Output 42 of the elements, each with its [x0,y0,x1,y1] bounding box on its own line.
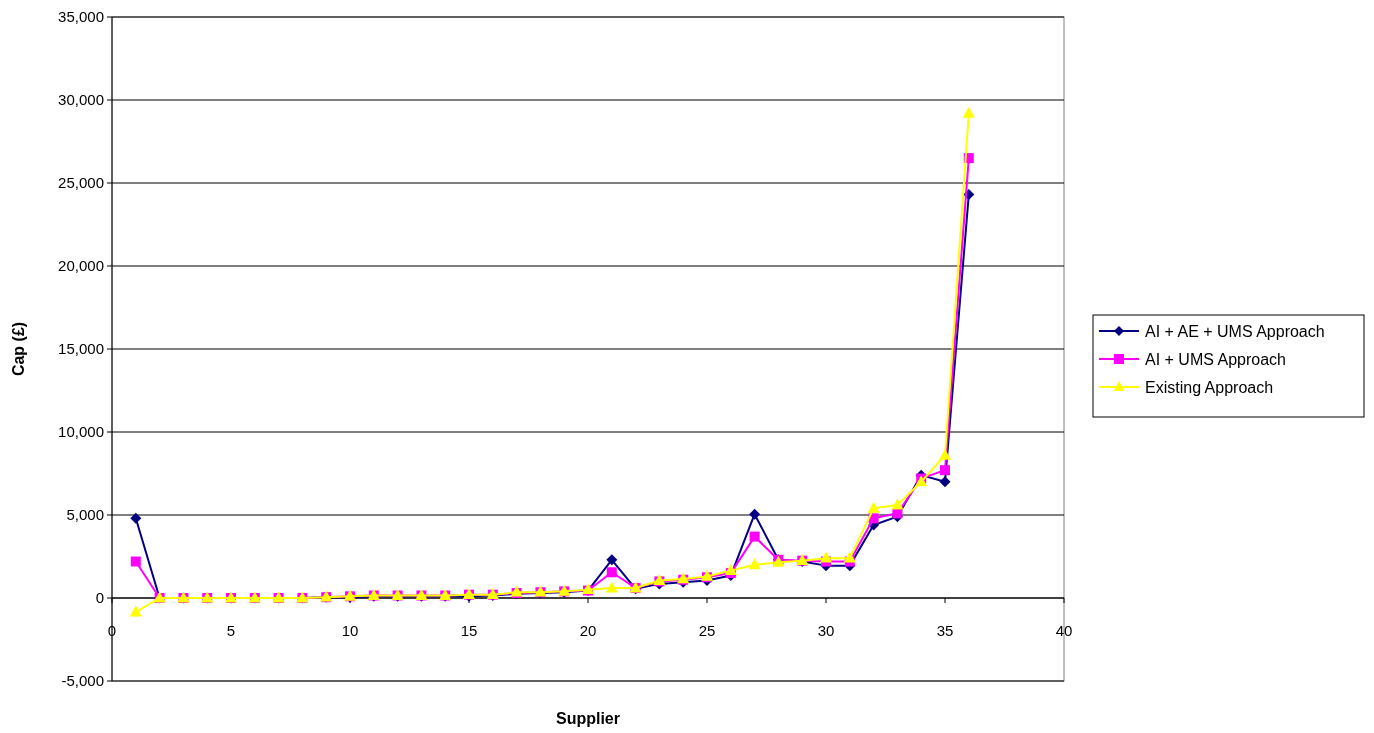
point [940,465,950,476]
x-tick-label: 15 [460,622,478,639]
x-tick-label: 20 [579,622,597,639]
point [606,554,618,566]
point [868,513,879,524]
point [749,508,761,520]
x-axis-title: Supplier [555,710,621,727]
y-tick-label: 35,000 [58,8,104,26]
y-tick-label: 20,000 [58,257,104,275]
x-tick-label: 10 [341,622,359,639]
point [129,605,142,617]
y-tick-label: 5,000 [66,506,104,524]
y-tick-label: 25,000 [58,174,104,192]
point [605,581,618,593]
x-tick-label: 35 [936,622,954,639]
y-axis-title: Cap (£) [10,321,27,377]
point [843,551,856,563]
y-tick-label: 0 [95,589,104,607]
legend-label: Existing Approach [1145,378,1274,396]
point [938,448,952,460]
point [867,501,880,513]
point [130,512,142,524]
x-tick-label: 5 [226,622,236,639]
point [724,564,737,576]
point [892,508,903,519]
point [939,476,951,488]
x-tick-label: 25 [698,622,716,639]
y-tick-label: -5,000 [61,672,104,690]
point [606,567,617,578]
point [130,556,141,567]
point [891,498,904,510]
point [962,106,975,118]
point [749,531,760,542]
y-tick-label: 30,000 [58,91,104,109]
x-tick-label: 30 [817,622,835,639]
legend-label: AI + AE + UMS Approach [1145,322,1325,340]
point [748,558,761,570]
point [819,551,833,563]
legend-label: AI + UMS Approach [1145,350,1286,368]
y-tick-label: 15,000 [58,340,104,358]
y-tick-label: 10,000 [58,423,104,441]
x-tick-label: 40 [1055,622,1073,639]
